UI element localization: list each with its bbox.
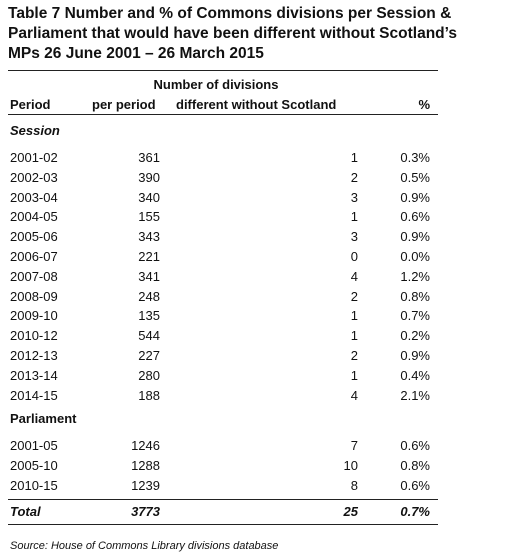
section-label: Parliament xyxy=(10,411,77,427)
header-group: Number of divisions xyxy=(153,77,279,92)
table-cell: 248 xyxy=(138,288,160,304)
total-cell: 25 xyxy=(343,504,358,519)
table-cell: 4 xyxy=(350,268,358,284)
table-cell: 341 xyxy=(138,268,160,284)
table-cell: 1 xyxy=(350,328,358,344)
rule xyxy=(8,70,438,71)
table-cell: 2002-03 xyxy=(10,169,58,185)
table-cell: 390 xyxy=(138,169,160,185)
table-cell: 2006-07 xyxy=(10,249,58,264)
table-cell: 2 xyxy=(350,169,358,185)
table-cell: 2012-13 xyxy=(10,348,58,363)
table-cell: 0.0% xyxy=(400,249,430,264)
table-cell: 2 xyxy=(350,288,358,304)
rule xyxy=(8,114,438,115)
total-cell: Total xyxy=(10,504,41,519)
table-cell: 0.9% xyxy=(400,348,430,363)
table-cell: 7 xyxy=(350,438,358,454)
table-cell: 2008-09 xyxy=(10,288,58,304)
table-cell: 2009-10 xyxy=(10,308,58,324)
table-cell: 0.9% xyxy=(400,229,430,245)
table-cell: 0.5% xyxy=(400,169,430,185)
table-cell: 3 xyxy=(350,229,358,245)
table-cell: 1 xyxy=(350,308,358,324)
column-header: per period xyxy=(92,97,156,112)
table-cell: 0.7% xyxy=(400,308,430,324)
table-cell: 0.8% xyxy=(400,458,430,474)
table-cell: 0.6% xyxy=(400,209,430,225)
table-cell: 2001-02 xyxy=(10,150,58,165)
table-cell: 0.6% xyxy=(400,478,430,493)
table-cell: 2005-06 xyxy=(10,229,58,245)
rule xyxy=(8,524,438,525)
table-cell: 1 xyxy=(350,209,358,225)
table-cell: 0 xyxy=(350,249,358,264)
rule xyxy=(8,499,438,500)
table-cell: 3 xyxy=(350,189,358,205)
table-cell: 340 xyxy=(138,189,160,205)
table-cell: 1246 xyxy=(131,438,160,454)
table-cell: 280 xyxy=(138,367,160,383)
table-cell: 2010-15 xyxy=(10,478,58,493)
table-cell: 1 xyxy=(350,150,358,165)
table-cell: 227 xyxy=(138,348,160,363)
table-cell: 361 xyxy=(138,150,160,165)
table-cell: 2003-04 xyxy=(10,189,58,205)
table-cell: 2014-15 xyxy=(10,387,58,403)
table-cell: 4 xyxy=(350,387,358,403)
table-cell: 1 xyxy=(350,367,358,383)
table-cell: 2 xyxy=(350,348,358,363)
table-cell: 2007-08 xyxy=(10,268,58,284)
table-cell: 155 xyxy=(138,209,160,225)
table-cell: 2010-12 xyxy=(10,328,58,344)
table-cell: 2001-05 xyxy=(10,438,58,454)
title-line: MPs 26 June 2001 – 26 March 2015 xyxy=(8,45,264,62)
title-line: Parliament that would have been differen… xyxy=(8,25,457,42)
column-header: % xyxy=(418,97,430,112)
table-cell: 0.9% xyxy=(400,189,430,205)
table-cell: 0.3% xyxy=(400,150,430,165)
table-cell: 343 xyxy=(138,229,160,245)
table-cell: 1239 xyxy=(131,478,160,493)
table-cell: 2004-05 xyxy=(10,209,58,225)
column-header: Period xyxy=(10,97,51,112)
table-cell: 10 xyxy=(343,458,358,474)
source-note: Source: House of Commons Library divisio… xyxy=(10,540,279,552)
table-cell: 0.8% xyxy=(400,288,430,304)
table-cell: 1288 xyxy=(131,458,160,474)
table-cell: 8 xyxy=(350,478,358,493)
table-cell: 135 xyxy=(138,308,160,324)
table-cell: 2013-14 xyxy=(10,367,58,383)
table-cell: 2005-10 xyxy=(10,458,58,474)
column-header: different without Scotland xyxy=(176,97,337,112)
total-cell: 0.7% xyxy=(400,504,430,519)
table-cell: 1.2% xyxy=(400,268,430,284)
title-line: Table 7 Number and % of Commons division… xyxy=(8,5,452,22)
table-cell: 544 xyxy=(138,328,160,344)
table-cell: 0.6% xyxy=(400,438,430,454)
total-cell: 3773 xyxy=(131,504,160,519)
table-cell: 221 xyxy=(138,249,160,264)
table-cell: 188 xyxy=(138,387,160,403)
table-cell: 0.2% xyxy=(400,328,430,344)
table-cell: 2.1% xyxy=(400,387,430,403)
table-cell: 0.4% xyxy=(400,367,430,383)
section-label: Session xyxy=(10,123,60,138)
